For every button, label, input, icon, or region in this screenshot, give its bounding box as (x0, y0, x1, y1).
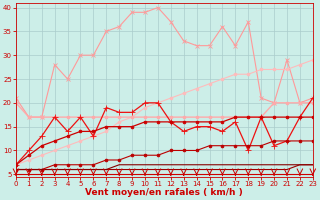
X-axis label: Vent moyen/en rafales ( km/h ): Vent moyen/en rafales ( km/h ) (85, 188, 243, 197)
